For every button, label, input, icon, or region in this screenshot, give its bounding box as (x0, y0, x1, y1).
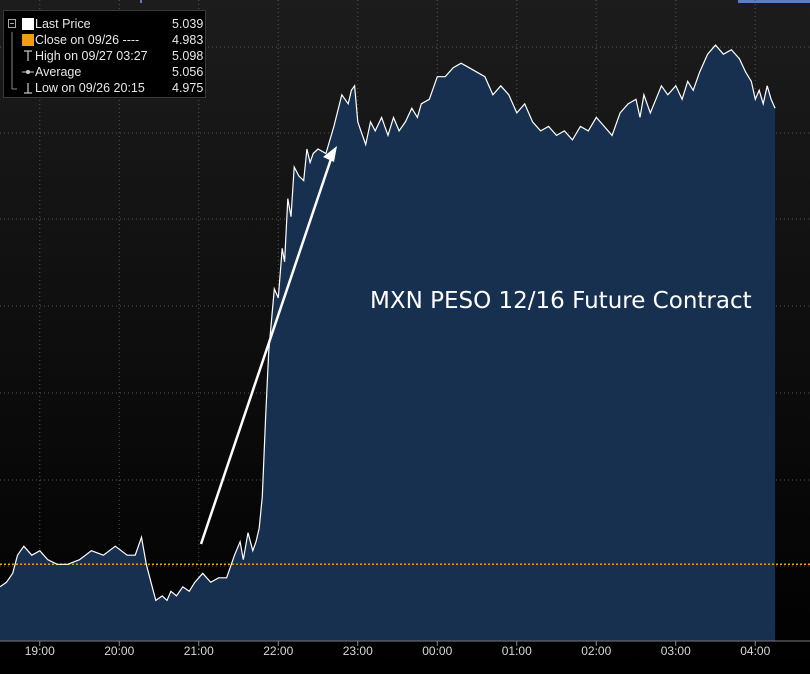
x-tick-label: 04:00 (740, 644, 770, 658)
legend-row-high: High on 09/27 03:27 5.098 (4, 48, 205, 64)
x-axis-ticks: 19:00 20:00 21:00 22:00 23:00 00:00 01:00 02:00… (25, 641, 771, 658)
chart-annotation: MXN PESO 12/16 Future Contract (370, 288, 752, 314)
legend-value: 5.098 (172, 49, 204, 63)
x-tick-label: 22:00 (263, 644, 293, 658)
last-price-line (0, 44, 776, 602)
legend-value: 4.983 (172, 33, 204, 47)
legend-row-last-price: Last Price 5.039 (4, 16, 205, 32)
legend-value: 5.039 (172, 17, 204, 31)
x-tick-label: 20:00 (104, 644, 134, 658)
x-tick-label: 21:00 (184, 644, 214, 658)
x-tick-label: 00:00 (422, 644, 452, 658)
legend-label: Close on 09/26 ---- (35, 33, 140, 47)
legend: Last Price 5.039 Close on 09/26 ---- 4.9… (3, 10, 206, 98)
square-orange-icon (8, 32, 34, 48)
x-tick-label: 02:00 (581, 644, 611, 658)
x-tick-label: 23:00 (343, 644, 373, 658)
top-tab-marker (738, 0, 810, 3)
x-tick-label: 01:00 (502, 644, 532, 658)
arrow-head (323, 146, 337, 162)
high-marker-icon (8, 48, 34, 64)
legend-label: Low on 09/26 20:15 (35, 81, 145, 95)
price-area-fill (0, 45, 776, 642)
legend-row-average: Average 5.056 (4, 64, 205, 80)
x-tick-label: 19:00 (25, 644, 55, 658)
legend-label: Average (35, 65, 82, 79)
legend-label: Last Price (35, 17, 91, 31)
legend-row-low: Low on 09/26 20:15 4.975 (4, 80, 205, 96)
x-tick-label: 03:00 (661, 644, 691, 658)
legend-row-close: Close on 09/26 ---- 4.983 (4, 32, 205, 48)
square-white-icon (8, 16, 34, 32)
low-marker-icon (8, 80, 34, 96)
legend-value: 5.056 (172, 65, 204, 79)
legend-label: High on 09/27 03:27 (35, 49, 148, 63)
legend-value: 4.975 (172, 81, 204, 95)
average-marker-icon (8, 64, 34, 80)
top-tab-marker (140, 0, 142, 3)
trend-arrow (199, 146, 337, 545)
